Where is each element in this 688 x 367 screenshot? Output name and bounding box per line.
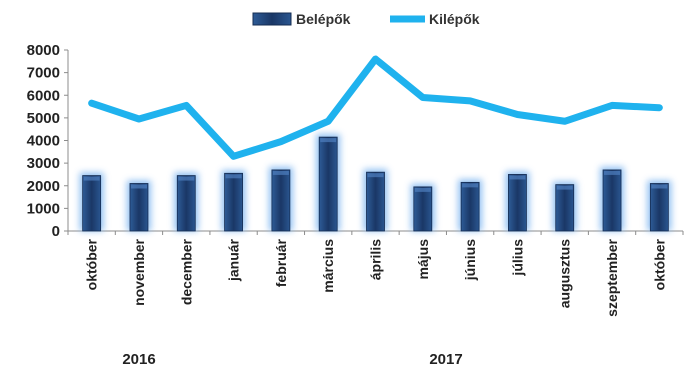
x-category-label: február (273, 238, 289, 287)
y-tick-label: 2000 (27, 178, 60, 195)
bar (224, 172, 243, 232)
bar-highlight (367, 173, 384, 178)
bar-highlight (651, 184, 668, 189)
x-category-label: július (509, 239, 525, 277)
x-category-label: szeptember (604, 238, 620, 316)
y-tick-label: 1000 (27, 200, 60, 217)
legend: Belépők Kilépők (252, 11, 480, 27)
bar (366, 171, 385, 232)
bar-highlight (556, 185, 573, 190)
year-label-2016: 2016 (122, 351, 155, 367)
y-tick-label: 6000 (27, 87, 60, 104)
x-category-label: október (84, 238, 100, 290)
line-series (88, 55, 663, 160)
bar-highlight (178, 176, 195, 181)
bar (460, 181, 480, 232)
x-category-label: április (368, 239, 384, 280)
bar (82, 175, 102, 232)
bar-highlight (83, 176, 100, 181)
y-tick-label: 8000 (27, 42, 60, 59)
bar (129, 183, 149, 232)
x-category-label: május (415, 239, 431, 280)
year-labels: 2016 2017 (122, 351, 462, 367)
bar-highlight (272, 170, 289, 175)
bar-highlight (130, 184, 147, 189)
bar (555, 184, 575, 232)
x-category-label: március (320, 239, 336, 293)
y-tick-label: 5000 (27, 110, 60, 127)
x-category-label: december (178, 238, 194, 305)
bar (176, 175, 196, 232)
y-tick-label: 0 (52, 223, 60, 240)
legend-label-belepok: Belépők (296, 11, 351, 27)
y-tick-label: 7000 (27, 65, 60, 82)
legend-swatch-belepok (252, 12, 292, 26)
line-kilepok (88, 55, 663, 160)
bar-series (79, 134, 672, 232)
bar-highlight (414, 187, 431, 192)
bar (508, 174, 527, 232)
y-tick-label: 4000 (27, 133, 60, 150)
bar-highlight (509, 175, 526, 180)
x-category-label: június (462, 239, 478, 281)
x-category-label: október (651, 238, 667, 290)
bar (413, 186, 433, 232)
bar-highlight (320, 138, 337, 143)
x-axis-labels: október november december január február márc… (84, 238, 668, 316)
bar-highlight (604, 170, 621, 175)
x-category-label: augusztus (557, 239, 573, 308)
bar (602, 169, 622, 232)
bar-highlight (462, 183, 479, 188)
year-label-2017: 2017 (429, 351, 462, 367)
legend-label-kilepok: Kilépők (429, 11, 480, 27)
y-tick-label: 3000 (27, 155, 60, 172)
x-category-label: november (131, 238, 147, 305)
bar (649, 183, 669, 232)
y-axis-ticks: 0 1000 2000 3000 4000 5000 6000 7000 8000 (27, 42, 684, 240)
bar (318, 136, 338, 232)
bar-highlight (225, 174, 242, 179)
bar (271, 169, 291, 232)
x-category-label: január (226, 238, 242, 282)
